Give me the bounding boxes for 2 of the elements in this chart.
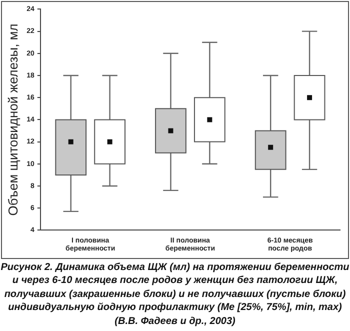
text: Рисунок 2. Динамика объема ЩЖ (мл) на протяжении беременности и через 6-10 месяцев после родов у женщин без патологии ЩЖ, получавших (закрашенные блоки) и не получавших (пустые блоки) индивидуальную йодную профилактику (Me [25%, 75%], min, max) (В.В. Фадеев и др., 2003) bbox=[0, 261, 350, 328]
y-axis-title: Объем щитовидной железы, мл bbox=[5, 24, 20, 216]
